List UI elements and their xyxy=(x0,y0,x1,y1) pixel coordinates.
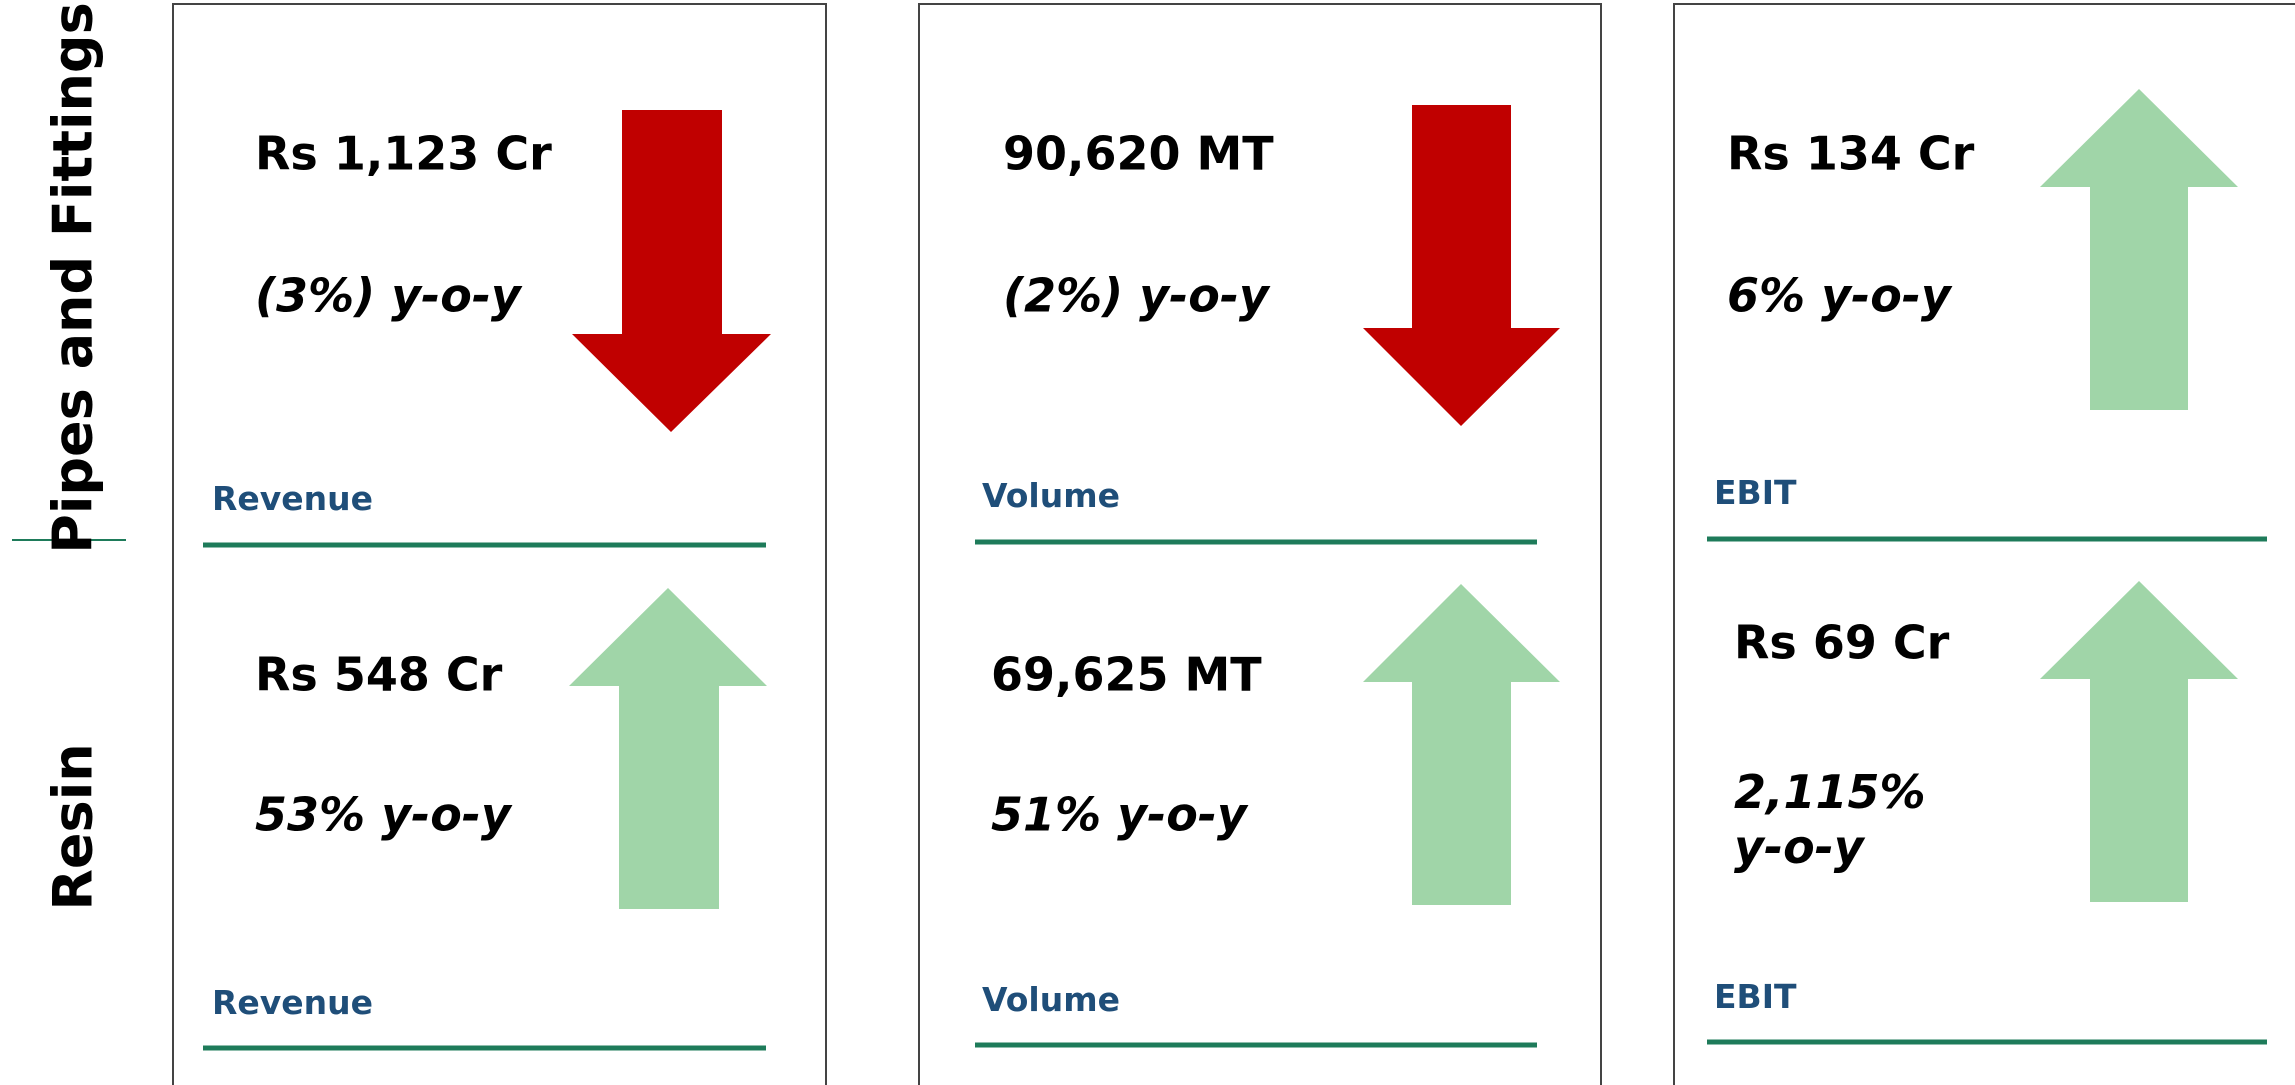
metric-change: 2,115% y-o-y xyxy=(1734,764,1926,874)
arrow-down xyxy=(572,110,771,432)
arrow-up xyxy=(2040,89,2238,410)
arrow-down xyxy=(1363,105,1560,426)
metric-label: Volume xyxy=(982,980,1120,1020)
metric-change: (2%) y-o-y xyxy=(1003,268,1269,323)
metric-label: EBIT xyxy=(1714,977,1797,1017)
metric-label: Volume xyxy=(982,476,1120,516)
metric-label: Revenue xyxy=(212,479,374,519)
metric-change: 6% y-o-y xyxy=(1727,268,1951,323)
arrow-up xyxy=(1363,584,1560,905)
segment-name: Pipes and Fittings xyxy=(41,2,105,554)
arrow-up xyxy=(2040,581,2238,902)
card xyxy=(172,3,827,1085)
metric-label: Revenue xyxy=(212,983,374,1023)
card xyxy=(918,3,1602,1085)
metric-value: Rs 1,123 Cr xyxy=(255,126,552,181)
metric-value: Rs 134 Cr xyxy=(1727,126,1975,181)
metric-value: 69,625 MT xyxy=(991,647,1262,702)
card xyxy=(1673,3,2295,1085)
metric-change: 51% y-o-y xyxy=(991,787,1247,842)
metric-value: Rs 548 Cr xyxy=(255,647,503,702)
metric-value: 90,620 MT xyxy=(1003,126,1274,181)
metric-change: 53% y-o-y xyxy=(255,787,511,842)
arrow-up xyxy=(569,588,767,909)
metric-value: Rs 69 Cr xyxy=(1734,615,1950,670)
metric-label: EBIT xyxy=(1714,473,1797,513)
segment-name: Resin xyxy=(41,743,105,911)
metric-change: (3%) y-o-y xyxy=(255,268,521,323)
